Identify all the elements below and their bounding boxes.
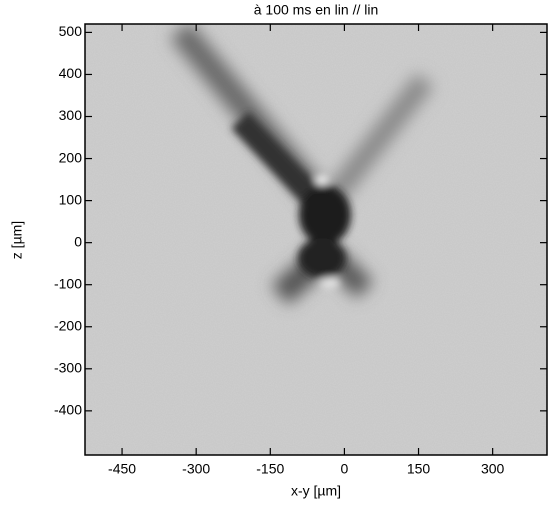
y-tick-label: 100 bbox=[59, 191, 83, 207]
plot-frame bbox=[84, 23, 548, 456]
y-tick-label: -200 bbox=[54, 317, 82, 333]
y-tick-label: 500 bbox=[59, 23, 83, 39]
y-axis-label: z [µm] bbox=[9, 221, 25, 259]
y-tick-label: 300 bbox=[59, 107, 83, 123]
chart-title: à 100 ms en lin // lin bbox=[254, 2, 379, 18]
x-tick-label: -450 bbox=[108, 461, 136, 477]
y-tick-label: -400 bbox=[54, 402, 82, 418]
x-tick-label: -150 bbox=[256, 461, 284, 477]
x-axis-label: x-y [µm] bbox=[291, 483, 341, 499]
y-tick-label: -300 bbox=[54, 360, 82, 376]
x-tick-label: -300 bbox=[182, 461, 210, 477]
x-tick-label: 150 bbox=[407, 461, 431, 477]
y-tick-label: 400 bbox=[59, 65, 83, 81]
y-tick-label: 0 bbox=[74, 233, 82, 249]
x-tick-label: 0 bbox=[341, 461, 349, 477]
y-tick-label: -100 bbox=[54, 275, 82, 291]
y-tick-label: 200 bbox=[59, 149, 83, 165]
x-tick-label: 300 bbox=[481, 461, 505, 477]
image bbox=[85, 24, 547, 455]
